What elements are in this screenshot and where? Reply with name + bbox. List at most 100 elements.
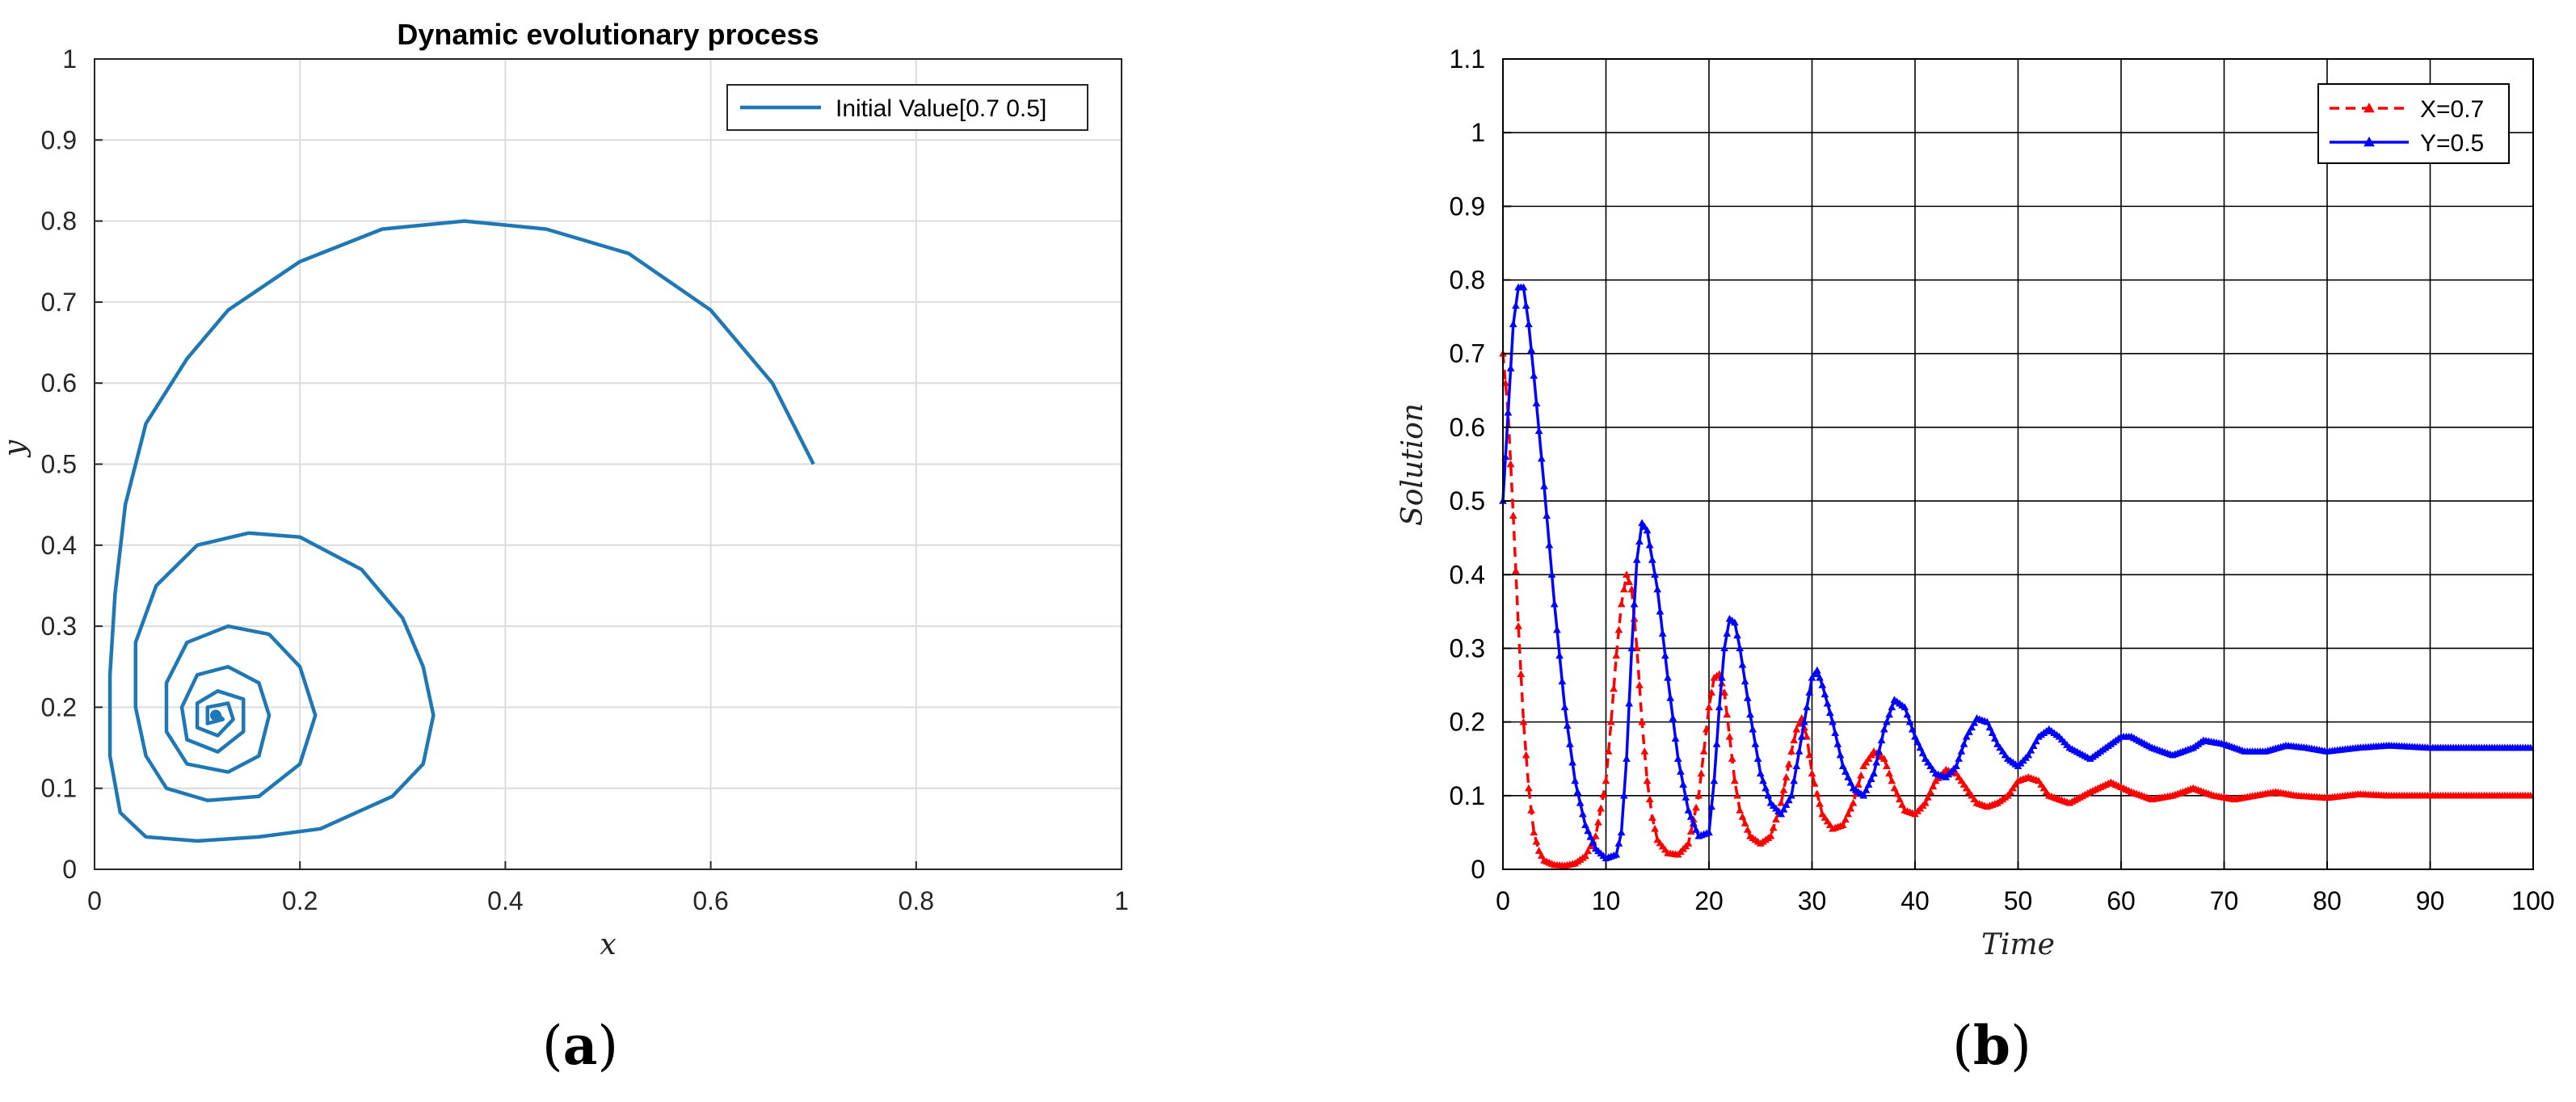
chartb-point-marker: [1525, 784, 1533, 792]
chartb-point-marker: [1838, 821, 1847, 828]
chartb-point-marker: [1883, 717, 1891, 726]
chartb-point-marker: [1864, 755, 1873, 762]
chartb-point-marker: [1772, 815, 1780, 823]
chartb-point-marker: [1820, 690, 1829, 698]
chartb-point-marker: [1602, 776, 1610, 784]
chartb-point-marker: [1635, 537, 1644, 545]
chartb-point-marker: [1825, 821, 1834, 828]
charta-x-tick-label: 0: [87, 886, 102, 915]
chartb-point-marker: [1918, 749, 1927, 757]
chartb-point-marker: [1962, 784, 1971, 792]
chartb-y-tick-label: 0.9: [1450, 191, 1485, 221]
chartb-point-marker: [1684, 839, 1693, 847]
chartb-point-marker: [1731, 776, 1739, 784]
chartb-point-marker: [1782, 772, 1791, 780]
chartb-point-marker: [1885, 710, 1893, 718]
chartb-point-marker: [1790, 776, 1799, 784]
chartb-point-marker: [1743, 693, 1752, 701]
chartb-x-axis-label: Time: [1981, 928, 2055, 961]
chartb-point-marker: [1534, 427, 1543, 435]
chartb-point-marker: [1844, 772, 1852, 780]
chartb-point-marker: [1905, 717, 1914, 726]
chartb-point-marker: [2009, 784, 2017, 792]
chartb-point-marker: [1803, 732, 1811, 740]
chartb-point-marker: [1723, 710, 1732, 718]
chartb-point-marker: [1854, 780, 1863, 788]
chartb-point-marker: [1898, 801, 1906, 808]
chartb-point-marker: [1576, 798, 1585, 806]
charta-x-tick-label: 0.8: [899, 886, 934, 915]
chartb-point-marker: [1635, 681, 1644, 688]
charta-y-axis-label: y: [0, 440, 32, 458]
chartb-point-marker: [1916, 743, 1925, 751]
chartb-point-marker: [1645, 795, 1654, 803]
chartb-point-marker: [1846, 804, 1855, 812]
chartb-point-marker: [1712, 739, 1721, 747]
chartb-point-marker: [1929, 765, 1938, 773]
chartb-point-marker: [1808, 769, 1816, 777]
chartb-point-marker: [1838, 762, 1847, 770]
chartb-point-marker: [1640, 522, 1649, 530]
chartb-point-marker: [1879, 725, 1888, 733]
chartb-point-marker: [1671, 734, 1680, 742]
chartb-point-marker: [1594, 818, 1602, 826]
chartb-y-axis-label: Solution: [1396, 403, 1429, 526]
chartb-point-marker: [1849, 798, 1858, 806]
charta-y-tick-label: 0.7: [41, 288, 77, 317]
chartb-point-marker: [1872, 758, 1881, 766]
chartb-point-marker: [1504, 408, 1513, 416]
chartb-point-marker: [1718, 673, 1726, 681]
chartb-point-marker: [1957, 776, 1966, 784]
chartb-point-marker: [1777, 798, 1786, 806]
chartb-legend-entry: X=0.7: [2420, 96, 2484, 123]
chartb-point-marker: [1702, 725, 1711, 733]
chartb-point-marker: [1842, 815, 1850, 823]
chartb-point-marker: [1604, 747, 1613, 755]
charta-series-end-marker: [209, 709, 221, 721]
chartb-point-marker: [1619, 791, 1628, 799]
chartb-point-marker: [1517, 670, 1526, 678]
charta-y-tick-label: 0.2: [41, 692, 77, 721]
chartb-point-marker: [1731, 618, 1739, 626]
charta-y-tick-label: 0.3: [41, 612, 77, 641]
chartb-point-marker: [1661, 651, 1669, 659]
chartb-point-marker: [2042, 788, 2051, 795]
chartb-point-marker: [1545, 540, 1554, 549]
chartb-point-marker: [1707, 802, 1716, 810]
chartb-point-marker: [1888, 703, 1896, 711]
chartb-point-marker: [1653, 585, 1662, 593]
chartb-point-marker: [1679, 780, 1687, 788]
chartb-point-marker: [1664, 673, 1672, 681]
chartb-y-tick-label: 0.6: [1450, 413, 1485, 442]
chartb-point-marker: [1669, 714, 1677, 721]
chartb-point-marker: [1993, 739, 2001, 747]
chartb-point-marker: [1743, 825, 1752, 833]
chartb-point-marker: [1740, 818, 1749, 826]
charta-y-tick-label: 0.9: [41, 125, 77, 154]
charta-x-tick-label: 1: [1114, 886, 1129, 915]
chartb-point-marker: [2029, 742, 2038, 749]
chartb-point-marker: [1952, 762, 1960, 770]
charta-x-tick-label: 0.6: [692, 886, 728, 915]
chartb-point-marker: [1888, 776, 1896, 784]
chartb-point-marker: [1842, 768, 1850, 775]
chartb-point-marker: [1697, 769, 1706, 777]
chartb-point-marker: [1553, 625, 1561, 633]
chartb-point-marker: [1813, 789, 1821, 797]
chartb-point-marker: [1720, 644, 1728, 652]
chartb-point-marker: [1710, 776, 1719, 784]
chartb-point-marker: [1903, 710, 1912, 718]
chartb-point-marker: [1983, 717, 1992, 726]
chartb-point-marker: [1959, 739, 1968, 747]
chartb-point-marker: [1586, 832, 1595, 840]
chartb-point-marker: [1805, 688, 1814, 696]
chartb-y-tick-label: 0.8: [1450, 266, 1485, 295]
chartb-x-tick-label: 20: [1694, 886, 1724, 915]
chartb-point-marker: [1591, 831, 1600, 839]
chartb-point-marker: [1736, 644, 1745, 652]
chartb-point-marker: [1728, 755, 1736, 762]
charta-y-tick-label: 0.8: [41, 207, 77, 236]
chartb-point-marker: [1555, 651, 1564, 659]
chartb-point-marker: [1926, 762, 1934, 770]
chartb-legend-box: [2317, 83, 2510, 164]
